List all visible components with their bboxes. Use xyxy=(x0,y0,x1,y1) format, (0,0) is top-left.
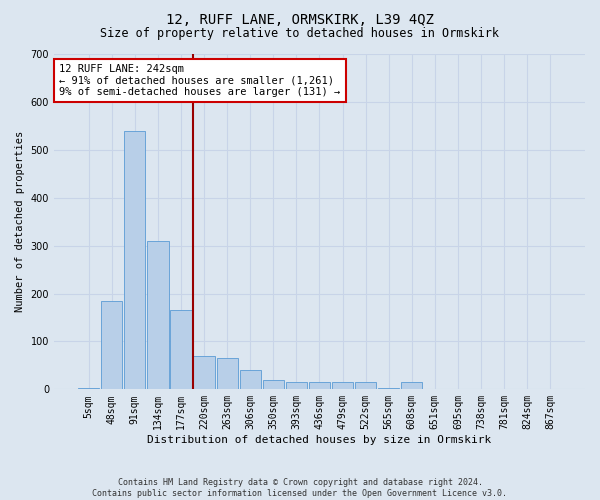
X-axis label: Distribution of detached houses by size in Ormskirk: Distribution of detached houses by size … xyxy=(148,435,491,445)
Y-axis label: Number of detached properties: Number of detached properties xyxy=(15,131,25,312)
Bar xyxy=(78,388,99,390)
Bar xyxy=(309,382,330,390)
Bar xyxy=(263,380,284,390)
Bar xyxy=(355,382,376,390)
Text: Contains HM Land Registry data © Crown copyright and database right 2024.
Contai: Contains HM Land Registry data © Crown c… xyxy=(92,478,508,498)
Bar xyxy=(124,130,145,390)
Bar xyxy=(332,382,353,390)
Bar xyxy=(170,310,191,390)
Bar xyxy=(239,370,261,390)
Bar xyxy=(147,241,169,390)
Bar xyxy=(378,388,400,390)
Text: 12 RUFF LANE: 242sqm
← 91% of detached houses are smaller (1,261)
9% of semi-det: 12 RUFF LANE: 242sqm ← 91% of detached h… xyxy=(59,64,340,98)
Bar xyxy=(217,358,238,390)
Bar xyxy=(193,356,215,390)
Bar xyxy=(286,382,307,390)
Text: 12, RUFF LANE, ORMSKIRK, L39 4QZ: 12, RUFF LANE, ORMSKIRK, L39 4QZ xyxy=(166,12,434,26)
Text: Size of property relative to detached houses in Ormskirk: Size of property relative to detached ho… xyxy=(101,28,499,40)
Bar xyxy=(401,382,422,390)
Bar xyxy=(101,300,122,390)
